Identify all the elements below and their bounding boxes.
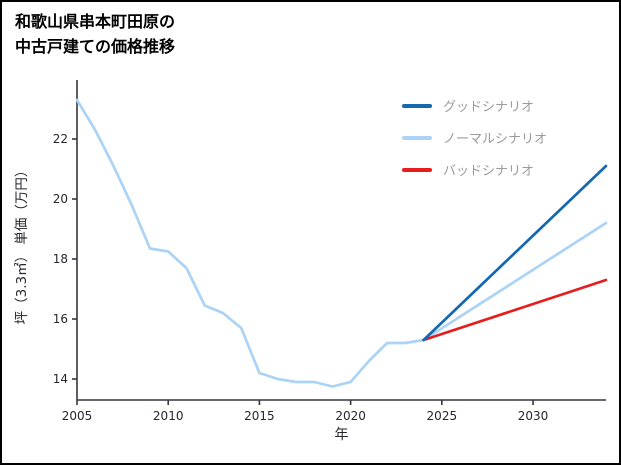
- series-normal-scenario: [422, 221, 608, 342]
- x-tick-label: 2005: [62, 409, 93, 423]
- y-tick-label: 18: [53, 252, 68, 266]
- y-tick-label: 20: [53, 192, 68, 206]
- legend-swatch-bad-scenario: [402, 167, 432, 172]
- series-bad-scenario: [422, 278, 608, 342]
- x-tick-label: 2010: [153, 409, 184, 423]
- y-tick-label: 22: [53, 132, 68, 146]
- series-historical: [75, 98, 425, 388]
- legend-label-bad-scenario: バッドシナリオ: [443, 164, 535, 179]
- y-tick-label: 16: [53, 312, 68, 326]
- legend-item-bad-scenario: バッドシナリオ: [402, 160, 547, 179]
- y-tick-label: 14: [53, 372, 68, 386]
- legend-swatch-normal-scenario: [402, 135, 432, 140]
- chart-title: 和歌山県串本町田原の 中古戸建ての価格推移: [15, 10, 175, 60]
- series-good-scenario: [422, 164, 608, 342]
- chart-title-line1: 和歌山県串本町田原の: [15, 12, 176, 31]
- legend-swatch-good-scenario: [402, 103, 432, 108]
- legend-item-normal-scenario: ノーマルシナリオ: [402, 128, 547, 147]
- x-tick-label: 2030: [518, 409, 549, 423]
- x-tick-label: 2015: [244, 409, 275, 423]
- x-tick-label: 2025: [427, 409, 458, 423]
- legend-label-normal-scenario: ノーマルシナリオ: [443, 132, 548, 147]
- x-tick-label: 2020: [335, 409, 366, 423]
- legend-label-good-scenario: グッドシナリオ: [443, 100, 535, 115]
- legend-item-good-scenario: グッドシナリオ: [402, 96, 547, 115]
- chart-legend: グッドシナリオ ノーマルシナリオ バッドシナリオ: [402, 96, 547, 179]
- y-axis-label: 坪（3.3㎡） 単価（万円）: [14, 164, 30, 325]
- chart-title-line2: 中古戸建ての価格推移: [15, 36, 176, 56]
- x-axis-label: 年: [335, 427, 349, 443]
